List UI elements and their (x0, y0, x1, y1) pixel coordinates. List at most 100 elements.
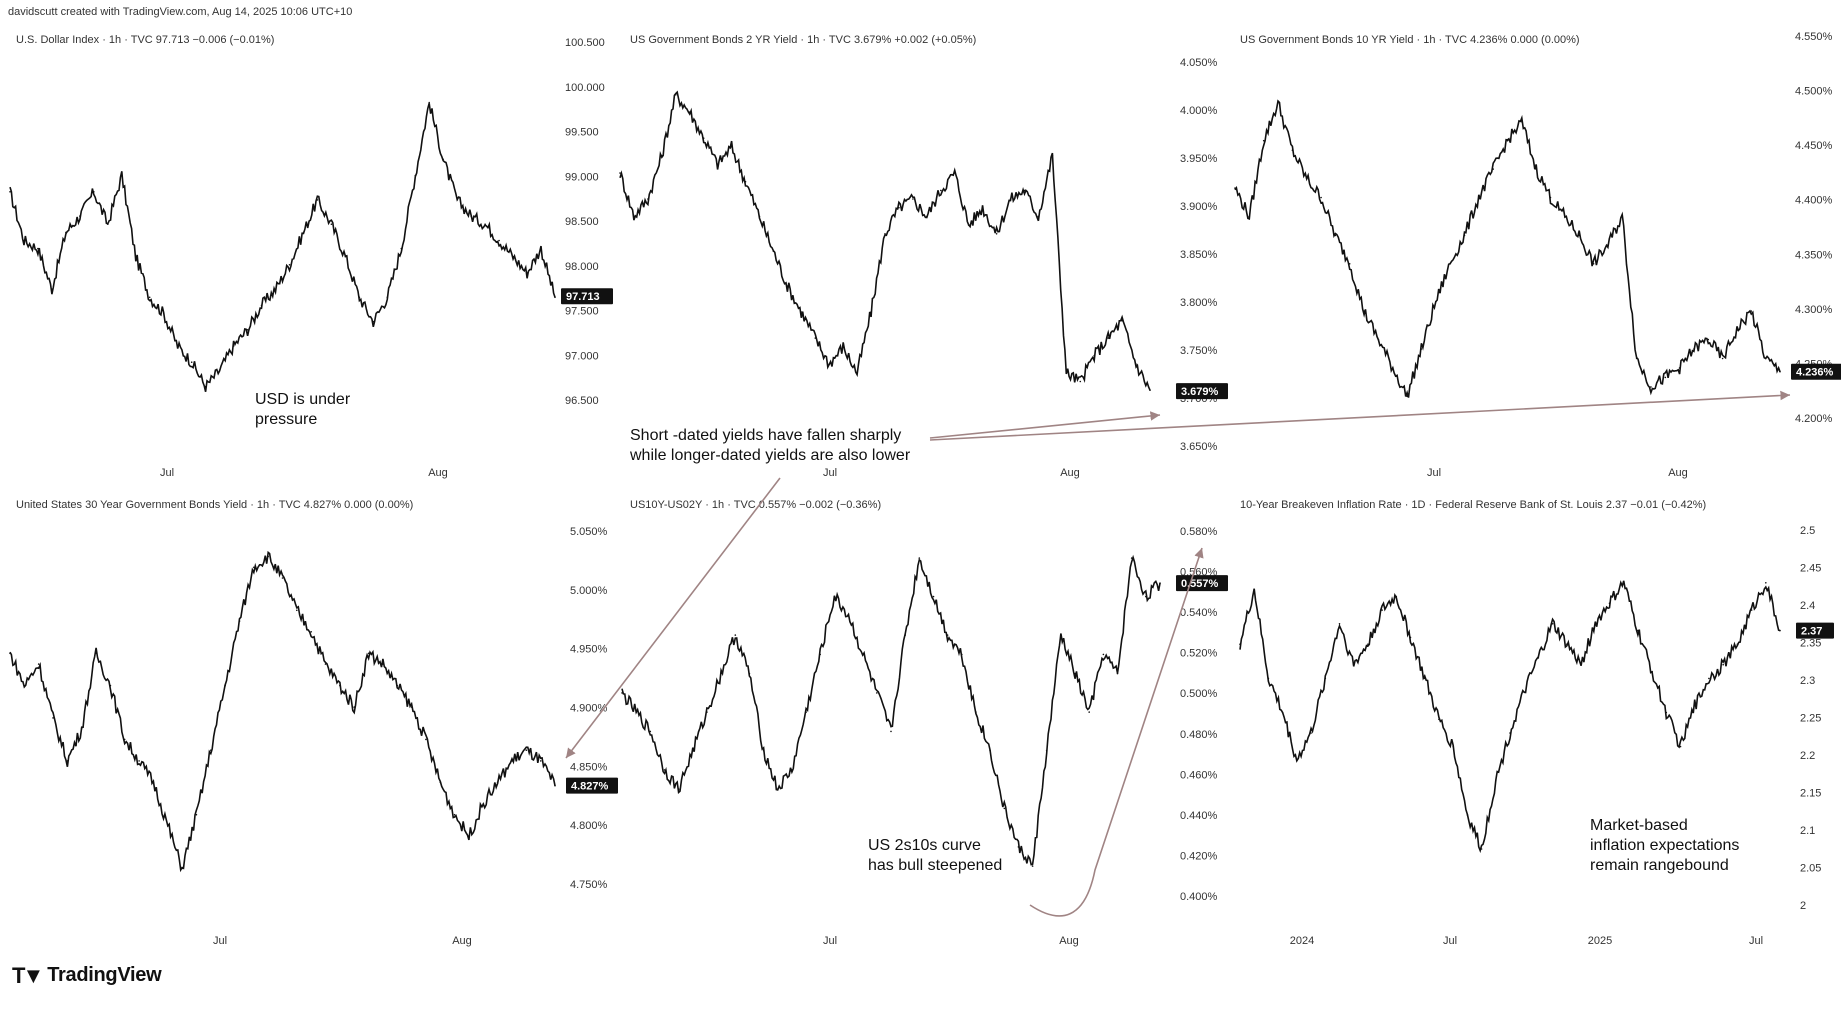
data-point (989, 749, 991, 752)
data-point (898, 206, 900, 209)
data-point (1121, 319, 1123, 322)
data-point (372, 320, 375, 323)
data-point (1594, 623, 1597, 625)
tradingview-logo[interactable]: T▼ TradingView (12, 964, 162, 987)
data-point (1463, 234, 1466, 237)
data-point (884, 233, 886, 235)
data-point (828, 363, 830, 366)
x-tick-label: Jul (823, 935, 837, 947)
data-point (1420, 348, 1423, 350)
data-point (1037, 215, 1040, 218)
x-tick-label: Aug (428, 467, 448, 479)
data-point (833, 595, 836, 598)
data-point (762, 749, 765, 752)
y-tick-label: 4.050% (1180, 57, 1218, 69)
data-point (1159, 582, 1161, 584)
data-point (95, 652, 97, 655)
x-tick-label: Aug (1668, 467, 1688, 479)
chart-title: U.S. Dollar Index · 1h · TVC 97.713 −0.0… (16, 34, 274, 46)
data-point (1722, 663, 1724, 666)
data-point (1765, 582, 1767, 584)
data-point (107, 223, 109, 225)
y-tick-label: 5.050% (570, 526, 608, 538)
data-point (1678, 367, 1681, 369)
x-tick-label: Jul (823, 467, 837, 479)
data-point (1779, 370, 1781, 373)
data-point (995, 233, 998, 235)
data-point (310, 631, 313, 633)
data-point (439, 781, 442, 784)
data-point (281, 577, 284, 579)
data-point (470, 215, 473, 217)
data-point (37, 663, 40, 665)
y-tick-label: 97.000 (565, 350, 599, 362)
data-point (1377, 338, 1380, 341)
data-point (912, 198, 914, 200)
data-point (396, 684, 399, 687)
data-point (1537, 657, 1540, 659)
data-point (1566, 643, 1568, 645)
data-point (1277, 102, 1279, 104)
data-point (842, 346, 844, 348)
data-point (410, 706, 413, 708)
data-point (1145, 595, 1147, 598)
data-point (1480, 848, 1483, 850)
data-point (1750, 310, 1753, 312)
data-point (93, 191, 95, 193)
last-value-label: 0.557% (1181, 578, 1219, 590)
data-point (1665, 711, 1668, 714)
data-point (1409, 636, 1412, 639)
data-point (554, 296, 556, 299)
data-point (1495, 780, 1497, 782)
y-tick-label: 0.540% (1180, 607, 1218, 619)
data-point (805, 711, 807, 713)
y-tick-label: 4.350% (1795, 249, 1833, 261)
last-value-label: 97.713 (566, 291, 600, 303)
data-point (66, 760, 69, 762)
data-point (425, 738, 427, 741)
data-point (702, 137, 705, 139)
series-line (9, 102, 556, 392)
x-tick-label: Jul (1749, 935, 1763, 947)
y-tick-label: 4.900% (570, 703, 608, 715)
y-tick-label: 100.000 (565, 82, 605, 94)
data-point (288, 264, 291, 266)
data-point (1621, 215, 1623, 218)
annotation-arrow (1029, 547, 1204, 917)
data-point (1003, 807, 1006, 810)
data-point (428, 101, 431, 104)
x-tick-label: 2025 (1588, 935, 1612, 947)
chart-title: US10Y-US02Y · 1h · TVC 0.557% −0.002 (−0… (630, 499, 881, 511)
data-point (210, 749, 212, 751)
data-point (1305, 177, 1308, 180)
data-point (1580, 663, 1582, 666)
data-point (748, 672, 751, 675)
data-point (260, 304, 263, 307)
y-tick-label: 0.440% (1180, 810, 1218, 822)
y-tick-label: 3.650% (1180, 441, 1218, 453)
series-line (1239, 580, 1781, 854)
data-point (382, 663, 384, 665)
y-tick-label: 3.950% (1180, 153, 1218, 165)
y-tick-label: 99.500 (565, 127, 599, 139)
data-point (1523, 691, 1525, 693)
data-point (1348, 263, 1351, 265)
data-point (1262, 139, 1265, 142)
last-value-badge (566, 777, 618, 794)
data-point (65, 231, 67, 234)
data-point (1135, 363, 1137, 366)
x-tick-label: Jul (1427, 467, 1441, 479)
data-point (1060, 634, 1062, 636)
annotation-text: US 2s10s curve has bull steepened (868, 837, 1002, 874)
y-tick-label: 4.750% (570, 879, 608, 891)
data-point (1239, 643, 1241, 645)
y-tick-label: 4.500% (1795, 86, 1833, 98)
y-tick-label: 2.35 (1800, 638, 1821, 650)
data-point (1381, 609, 1383, 611)
y-tick-label: 2.4 (1800, 600, 1815, 612)
data-point (51, 288, 53, 291)
annotation-arrow (565, 477, 781, 759)
data-point (1088, 711, 1090, 713)
data-point (1492, 168, 1494, 170)
y-tick-label: 4.300% (1795, 304, 1833, 316)
